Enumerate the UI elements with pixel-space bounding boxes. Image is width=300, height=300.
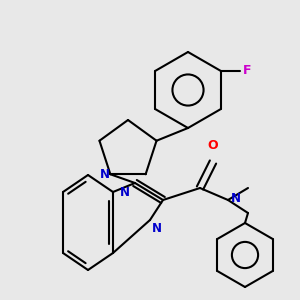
Text: N: N [152, 222, 162, 235]
Text: O: O [208, 139, 218, 152]
Text: N: N [100, 168, 110, 181]
Text: N: N [120, 185, 130, 199]
Text: F: F [243, 64, 251, 77]
Text: N: N [231, 191, 241, 205]
